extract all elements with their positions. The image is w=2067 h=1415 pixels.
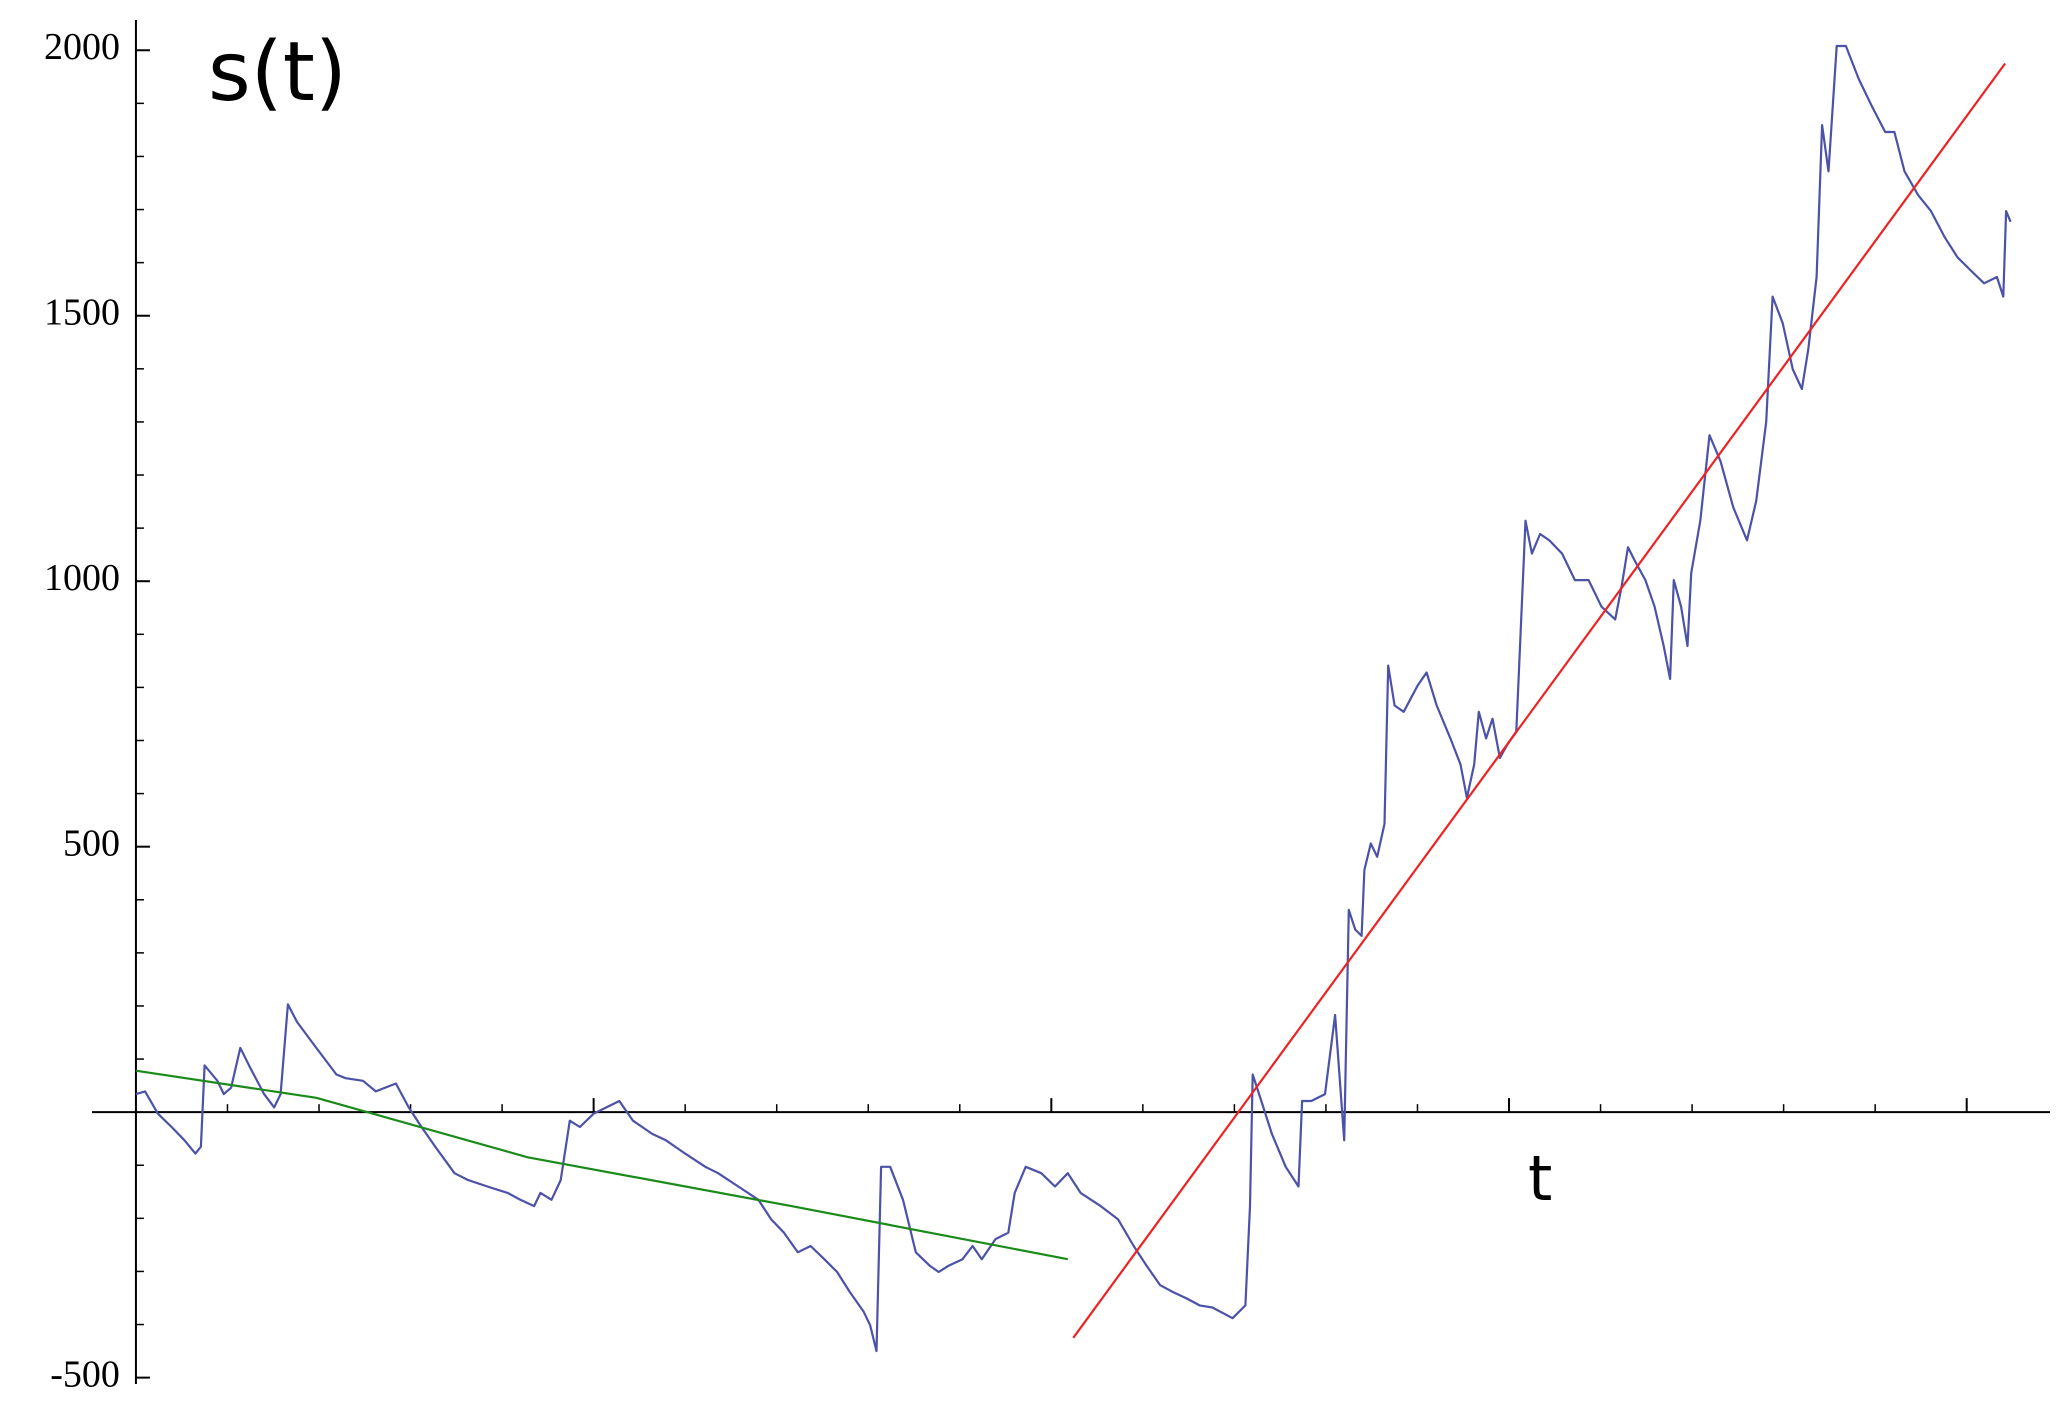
y-tick-label: -500 <box>50 1353 120 1395</box>
x-axis-label: t <box>1528 1142 1552 1215</box>
y-tick-label: 1000 <box>44 557 120 599</box>
y-tick-label: 500 <box>63 822 120 864</box>
series-line <box>135 44 2012 1353</box>
y-axis-label: s(t) <box>208 25 347 120</box>
y-tick-label: 2000 <box>44 26 120 68</box>
series-line <box>135 1069 1069 1261</box>
series-line <box>1072 62 2006 1339</box>
y-tick-label: 1500 <box>44 291 120 333</box>
